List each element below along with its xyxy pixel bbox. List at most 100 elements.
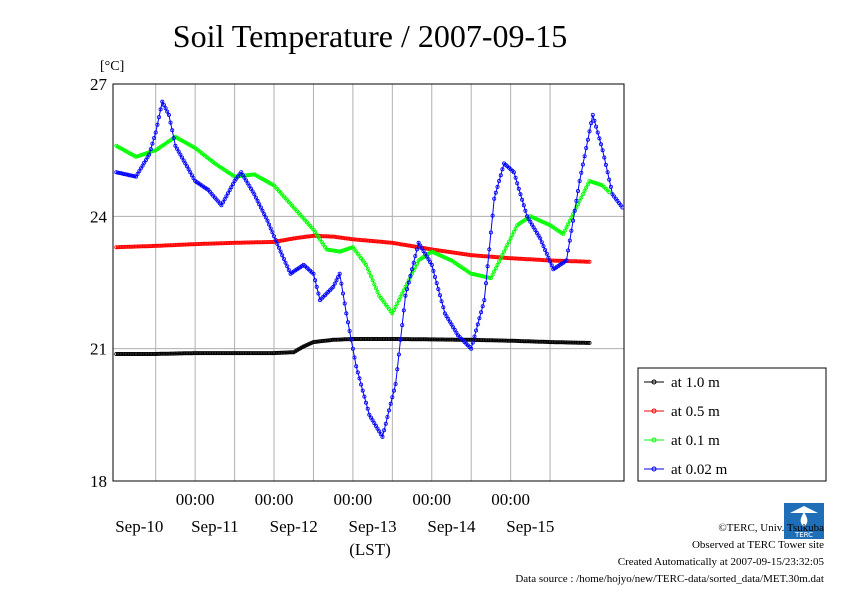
data-point [490,272,495,277]
data-point [483,281,488,286]
data-point [592,118,597,123]
data-point [158,107,163,112]
data-point [135,154,140,159]
data-point [500,167,505,172]
data-point [380,434,385,439]
data-point [334,278,339,283]
data-point [607,177,612,182]
data-point [587,259,592,264]
data-point [539,240,544,245]
data-point [255,198,260,203]
data-point [599,142,604,147]
data-point [393,304,398,309]
data-point [142,160,147,165]
data-point [290,350,295,355]
data-point [230,182,235,187]
data-point [439,299,444,304]
series-layer [114,99,625,439]
data-point [413,253,418,258]
data-point [434,281,439,286]
data-point [143,158,148,163]
data-point [447,319,452,324]
data-point [426,257,431,262]
data-point [386,408,391,413]
data-point [253,195,258,200]
y-tick-label: 27 [90,75,108,94]
data-point [340,291,345,296]
data-point [191,176,196,181]
data-point [493,266,498,271]
data-point [582,154,587,159]
data-point [533,228,538,233]
data-point [345,320,350,325]
data-point [525,214,530,219]
data-point [498,256,503,261]
data-point [391,308,396,313]
data-point [340,248,345,253]
data-point [523,208,528,213]
legend-entry: at 0.5 m [644,404,720,420]
data-point [270,230,275,235]
data-point [594,124,599,129]
data-point [513,175,518,180]
data-point [488,276,493,281]
data-point [406,280,411,285]
data-point [367,412,372,417]
data-point [574,198,579,203]
data-point [493,190,498,195]
legend-label: at 0.02 m [671,462,728,478]
data-point [487,247,492,252]
data-point [400,291,405,296]
x-day-label: Sep-10 [115,517,163,536]
data-point [401,308,406,313]
data-point [171,135,176,140]
data-point [385,414,390,419]
data-point [589,121,594,126]
data-point [181,158,186,163]
data-point [395,301,400,306]
data-point [449,322,454,327]
data-point [347,328,352,333]
data-point [268,226,273,231]
data-point [515,181,520,186]
terc-logo-icon: TERC [784,503,824,539]
data-point [409,267,414,272]
data-point [414,261,419,266]
data-point [332,281,337,286]
data-point [260,208,265,213]
data-point [344,247,349,252]
footer-observed: Observed at TERC Tower site [691,539,824,551]
data-point [495,262,500,267]
data-point [257,202,262,207]
data-point [286,267,291,272]
data-point [510,233,515,238]
x-axis-label: (LST) [349,540,391,559]
data-point [359,382,364,387]
data-point [497,178,502,183]
data-point [516,186,521,191]
series-2 [114,134,612,316]
data-point [579,195,584,200]
data-point [225,191,230,196]
legend-label: at 1.0 m [671,375,720,391]
x-day-label: Sep-14 [427,517,476,536]
data-point [436,287,441,292]
legend-box [637,367,827,482]
data-point [373,285,378,290]
data-point [603,162,608,167]
data-point [505,242,510,247]
data-point [247,183,252,188]
data-point [495,184,500,189]
legend-marker [651,466,657,472]
ticks: 18 21 24 27 00:00 00:00 00:00 00:00 00:00 Sep-10 S… [90,75,554,536]
data-point [271,234,276,239]
data-point [331,284,336,289]
data-point [480,304,485,309]
data-point [165,109,170,114]
x-day-label: Sep-11 [191,517,239,536]
data-point [368,274,373,279]
x-tick-time-label: 00:00 [176,490,215,509]
data-point [160,99,165,104]
data-point [580,192,585,197]
data-point [452,327,457,332]
